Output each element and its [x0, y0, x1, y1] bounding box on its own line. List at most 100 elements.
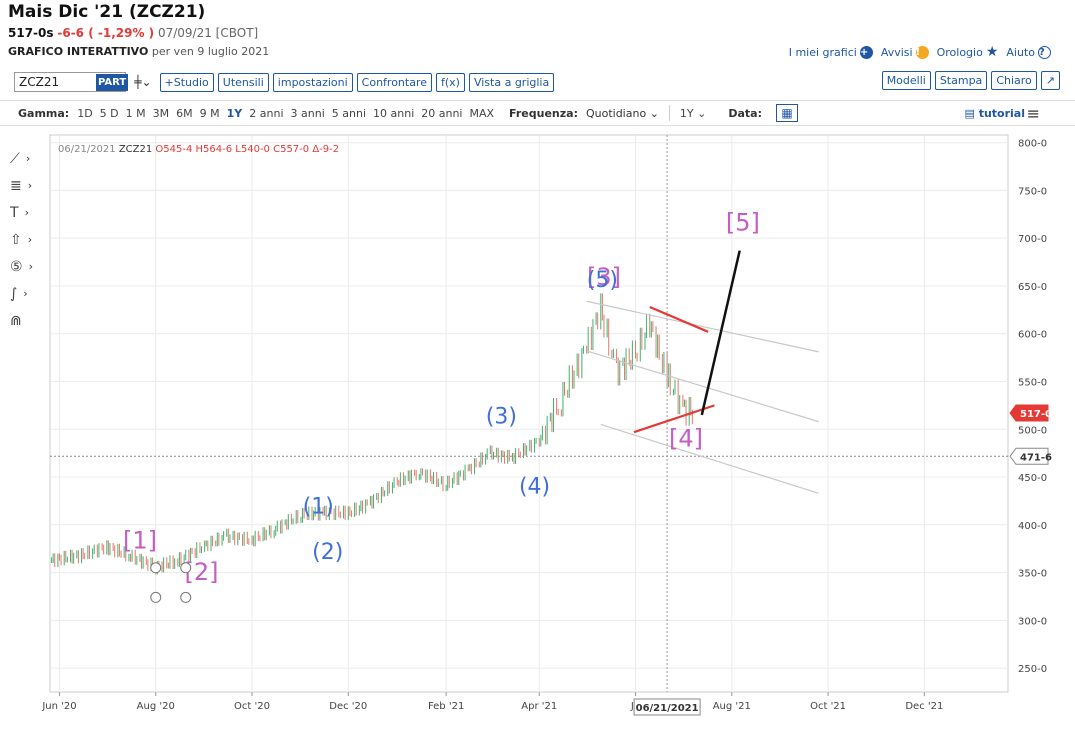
chart-toolbar: PART ╪⌄ +Studio Utensili impostazioni Co…	[14, 71, 1064, 93]
bar-type-icon[interactable]: ╪⌄	[134, 75, 152, 89]
cursor-date-label: 06/21/2021	[636, 703, 699, 714]
x-tick-label: Oct '20	[234, 701, 270, 712]
watch-label: Orologio	[936, 45, 983, 59]
range-9[interactable]: 5 anni	[331, 106, 367, 120]
y-tick-label: 500-0	[1018, 425, 1047, 436]
chevron-down-icon: ⌄	[697, 106, 707, 120]
triangle-lower-line	[633, 404, 715, 434]
range-5[interactable]: 9 M	[199, 106, 220, 120]
range-label: Gamma:	[18, 106, 70, 120]
y-tick-label: 650-0	[1018, 282, 1047, 293]
range-3[interactable]: 3M	[152, 106, 170, 120]
divider	[668, 105, 670, 121]
period-select[interactable]: 1Y ⌄	[680, 107, 706, 120]
range-11[interactable]: 20 anni	[421, 106, 463, 120]
triangle-upper-line	[649, 305, 709, 333]
settings-button[interactable]: impostazioni	[272, 72, 353, 92]
wave-label-purple: [3]	[587, 263, 621, 291]
plus-icon: +	[859, 45, 873, 59]
wave-label-purple: [2]	[185, 558, 219, 586]
light-theme-button[interactable]: Chiaro	[991, 71, 1037, 90]
question-icon: ?	[1038, 45, 1051, 59]
legend-part: O545-4	[155, 144, 195, 155]
text-tool-icon[interactable]: T ›	[10, 204, 29, 221]
plot-area	[49, 134, 1009, 693]
channel-line	[600, 423, 819, 494]
help-label: Aiuto	[1006, 45, 1035, 59]
arrow-tool-icon[interactable]: ⇧ ›	[10, 231, 33, 248]
my-charts-link[interactable]: I miei grafici +	[788, 45, 873, 59]
x-tick-label: Jun '20	[41, 701, 76, 712]
range-8[interactable]: 3 anni	[290, 106, 325, 120]
selection-handle	[180, 591, 192, 603]
legend-part: 06/21/2021	[58, 144, 116, 155]
path-tool-icon[interactable]: ∫ ›	[10, 285, 28, 302]
magnet-tool-icon[interactable]: ⋒	[10, 312, 22, 329]
legend-part: L540-0	[235, 144, 273, 155]
help-link[interactable]: Aiuto?	[1006, 45, 1051, 59]
range-0[interactable]: 1D	[77, 106, 93, 120]
x-tick-label: Aug '20	[137, 701, 175, 712]
y-tick-label: 300-0	[1018, 616, 1047, 627]
calendar-icon[interactable]: ▦	[775, 104, 798, 122]
x-tick-label: Ju	[630, 701, 640, 712]
menu-icon[interactable]: ≡	[1026, 103, 1040, 123]
y-tick-label: 600-0	[1018, 330, 1047, 341]
wave-label-blue: (3)	[486, 405, 517, 430]
price-change: -6-6 ( -1,29% )	[57, 26, 155, 40]
frequency-value: Quotidiano	[585, 106, 647, 120]
legend-part: ZCZ21	[116, 144, 156, 155]
range-12[interactable]: MAX	[469, 106, 495, 120]
range-10[interactable]: 10 anni	[373, 106, 415, 120]
range-1[interactable]: 5 D	[99, 106, 119, 120]
y-tick-label: 550-0	[1018, 377, 1047, 388]
frequency-label: Frequenza:	[509, 106, 578, 120]
selection-handle	[150, 591, 162, 603]
projection-line	[700, 250, 741, 416]
compare-button[interactable]: Confrontare	[356, 72, 432, 92]
range-6[interactable]: 1Y	[226, 106, 243, 120]
alerts-link[interactable]: Avvisi!	[881, 45, 929, 59]
y-tick-label: 700-0	[1018, 234, 1047, 245]
grid-view-button[interactable]: Vista a griglia	[468, 72, 555, 92]
legend-part: Δ-9-2	[312, 144, 339, 155]
x-tick-label: Dec '21	[905, 701, 943, 712]
wave-label-blue: (1)	[303, 494, 334, 519]
part-badge[interactable]: PART	[96, 73, 129, 91]
tutorial-link[interactable]: ▤ tutorial	[964, 106, 1025, 120]
fx-button[interactable]: f(x)	[436, 72, 465, 92]
wave-label-blue: (5)	[587, 268, 618, 293]
last-price-tag-bg	[1009, 404, 1049, 422]
last-price-tag: 517-0	[1020, 409, 1052, 420]
chevron-down-icon: ⌄	[649, 106, 659, 120]
study-button[interactable]: +Studio	[159, 72, 214, 92]
fib-tool-icon[interactable]: ≣ ›	[10, 177, 33, 194]
last-price: 517-0s	[8, 26, 54, 40]
expand-button[interactable]: ↗	[1040, 71, 1060, 90]
range-bar: Gamma: 1D 5 D 1 M 3M 6M 9 M 1Y 2 anni 3 anni 5 an…	[0, 100, 1075, 126]
x-tick-label: Dec '20	[329, 701, 367, 712]
range-2[interactable]: 1 M	[125, 106, 146, 120]
top-links: I miei grafici + Avvisi! Orologio ★ Aiuto?	[789, 44, 1051, 60]
my-charts-label: I miei grafici	[788, 45, 857, 59]
chart-subtitle: GRAFICO INTERATTIVO per ven 9 luglio 202…	[8, 45, 269, 58]
line-tool-icon[interactable]: ⟋ ›	[10, 150, 31, 167]
cursor-date-bg	[633, 698, 701, 716]
print-button[interactable]: Stampa	[934, 71, 988, 90]
tutorial-label: tutorial	[978, 106, 1025, 120]
x-tick-label: Oct '21	[810, 701, 846, 712]
date-label: Data:	[728, 106, 762, 120]
frequency-select[interactable]: Quotidiano ⌄	[586, 107, 659, 120]
ohlc-legend: 06/21/2021 ZCZ21 O545-4 H564-6 L540-0 C5…	[58, 144, 339, 155]
watch-link[interactable]: Orologio ★	[937, 44, 999, 60]
range-4[interactable]: 6M	[176, 106, 193, 120]
y-tick-label: 750-0	[1018, 186, 1047, 197]
toolbar-right: Modelli Stampa Chiaro ↗	[881, 71, 1064, 90]
chart-title: Mais Dic '21 (ZCZ21)	[8, 2, 206, 22]
count-tool-icon[interactable]: ⑤ ›	[10, 258, 33, 275]
templates-button[interactable]: Modelli	[881, 71, 931, 90]
y-tick-label: 250-0	[1018, 664, 1047, 675]
wave-label-purple: [4]	[669, 424, 703, 452]
range-7[interactable]: 2 anni	[249, 106, 284, 120]
tools-button[interactable]: Utensili	[217, 72, 269, 92]
